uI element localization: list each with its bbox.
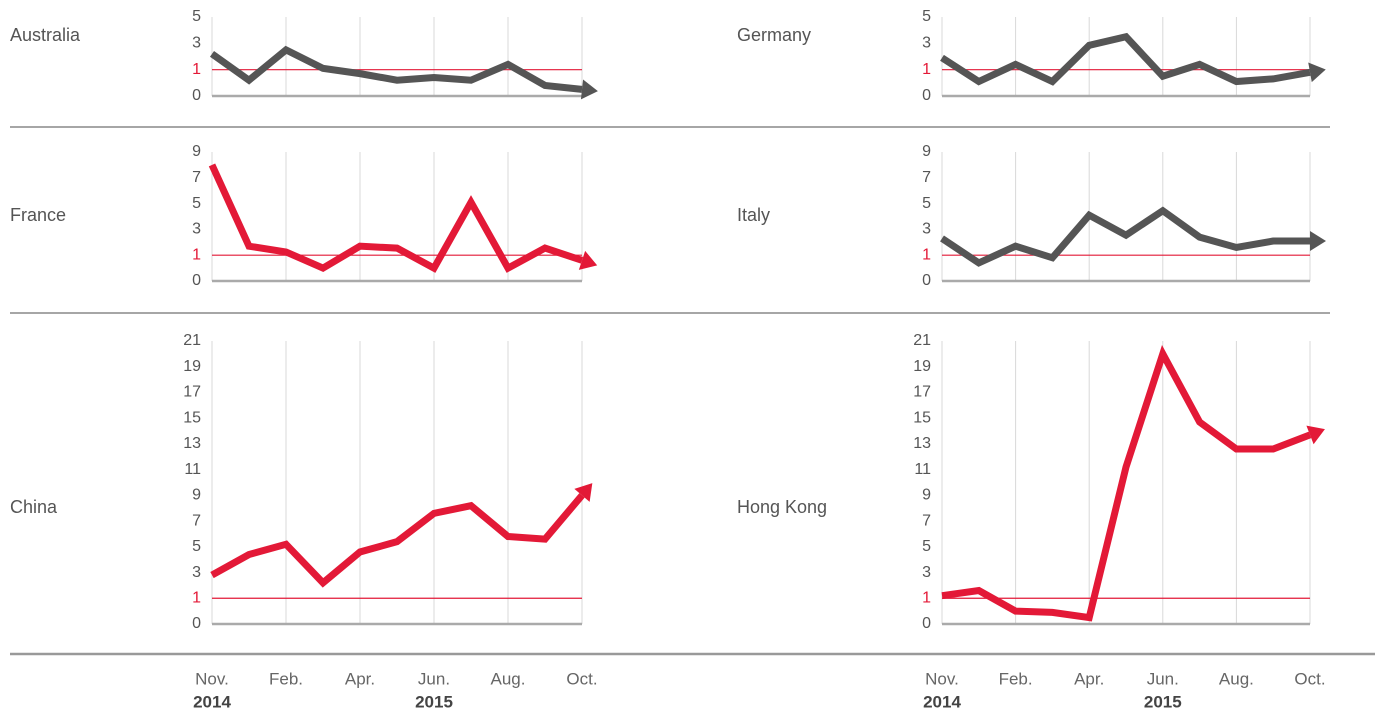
x-tick-label: Nov. — [195, 669, 229, 688]
y-tick-label: 7 — [922, 512, 931, 529]
data-line — [210, 493, 585, 588]
y-tick-label: 1 — [192, 589, 201, 606]
y-tick-label: 0 — [922, 272, 931, 289]
arrow-head — [1306, 425, 1325, 445]
y-tick-label: 3 — [192, 35, 201, 52]
y-tick-label: 9 — [192, 143, 201, 160]
x-tick-label: Aug. — [1219, 669, 1254, 688]
x-tick-label: Aug. — [491, 669, 526, 688]
y-tick-label: 7 — [192, 169, 201, 186]
x-tick-label: Oct. — [566, 669, 597, 688]
arrow-head — [1310, 231, 1326, 252]
y-tick-label: 17 — [183, 384, 201, 401]
y-tick-label: 19 — [913, 358, 931, 375]
y-tick-label: 13 — [183, 435, 201, 452]
y-tick-label: 3 — [192, 564, 201, 581]
x-tick-label: Nov. — [925, 669, 959, 688]
data-line — [940, 32, 1311, 86]
country-label: Hong Kong — [737, 497, 827, 517]
y-tick-label: 1 — [922, 61, 931, 78]
y-tick-label: 0 — [192, 272, 201, 289]
country-label: Australia — [10, 25, 81, 45]
y-tick-label: 11 — [184, 461, 201, 478]
arrow-head — [580, 79, 598, 100]
y-tick-label: 1 — [922, 589, 931, 606]
year-label: 2015 — [415, 692, 453, 711]
y-tick-label: 5 — [922, 538, 931, 555]
year-label: 2014 — [193, 692, 231, 711]
x-tick-label: Feb. — [269, 669, 303, 688]
y-tick-label: 1 — [192, 246, 201, 263]
country-label: France — [10, 205, 66, 225]
y-tick-label: 0 — [192, 87, 201, 104]
y-tick-label: 5 — [192, 195, 201, 212]
y-tick-label: 7 — [922, 169, 931, 186]
y-tick-label: 1 — [922, 246, 931, 263]
arrow-head — [578, 250, 598, 270]
y-tick-label: 5 — [192, 538, 201, 555]
y-tick-label: 19 — [183, 358, 201, 375]
data-line — [209, 45, 583, 93]
y-tick-label: 11 — [914, 461, 931, 478]
y-tick-label: 3 — [922, 221, 931, 238]
country-label: Germany — [737, 25, 811, 45]
x-tick-label: Apr. — [345, 669, 375, 688]
year-label: 2015 — [1144, 692, 1182, 711]
y-tick-label: 5 — [192, 8, 201, 25]
x-tick-label: Apr. — [1074, 669, 1104, 688]
y-tick-label: 17 — [913, 384, 931, 401]
year-label: 2014 — [923, 692, 961, 711]
y-tick-label: 9 — [922, 487, 931, 504]
country-label: Italy — [737, 205, 770, 225]
y-tick-label: 21 — [183, 332, 201, 349]
y-tick-label: 0 — [922, 615, 931, 632]
arrow-head — [1308, 62, 1326, 83]
arrow-head — [574, 483, 593, 502]
y-tick-label: 3 — [922, 35, 931, 52]
y-tick-label: 9 — [192, 487, 201, 504]
y-tick-label: 3 — [922, 564, 931, 581]
data-line — [941, 345, 1312, 622]
y-tick-label: 13 — [913, 435, 931, 452]
y-tick-label: 5 — [922, 8, 931, 25]
y-tick-label: 7 — [192, 512, 201, 529]
y-tick-label: 15 — [183, 409, 201, 426]
y-tick-label: 21 — [913, 332, 931, 349]
y-tick-label: 1 — [192, 61, 201, 78]
x-tick-label: Feb. — [999, 669, 1033, 688]
x-tick-label: Jun. — [418, 669, 450, 688]
y-tick-label: 0 — [922, 87, 931, 104]
country-label: China — [10, 497, 58, 517]
y-tick-label: 3 — [192, 221, 201, 238]
data-line — [940, 206, 1310, 267]
y-tick-label: 15 — [913, 409, 931, 426]
y-tick-label: 0 — [192, 615, 201, 632]
y-tick-label: 9 — [922, 143, 931, 160]
x-tick-label: Oct. — [1294, 669, 1325, 688]
x-tick-label: Jun. — [1147, 669, 1179, 688]
data-line — [208, 163, 584, 273]
y-tick-label: 5 — [922, 195, 931, 212]
